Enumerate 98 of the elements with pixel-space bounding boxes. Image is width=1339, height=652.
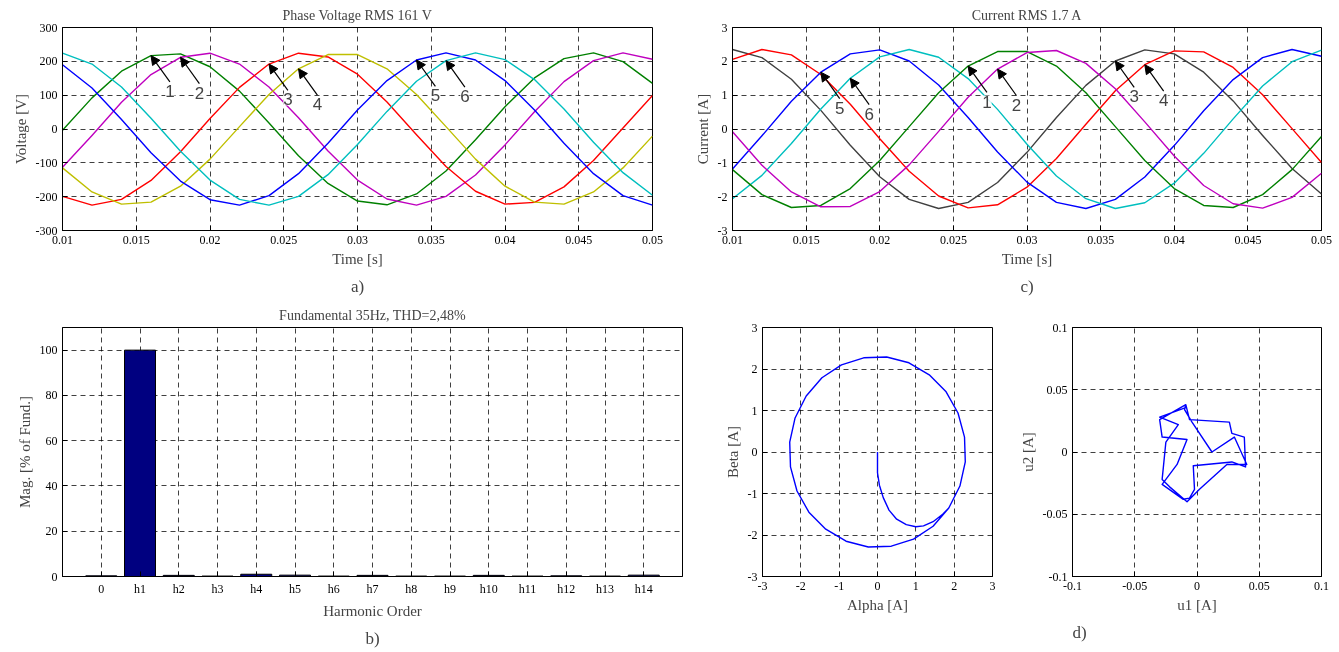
y-tick-label: -0.05 — [1042, 507, 1068, 522]
x-axis-title: u1 [A] — [1177, 596, 1217, 613]
x-tick-label: h11 — [518, 581, 537, 596]
y-tick-label: 40 — [45, 478, 58, 493]
x-axis-title: Time [s] — [332, 250, 383, 267]
x-tick-label: 0.035 — [1087, 232, 1115, 247]
x-tick-label: -2 — [795, 578, 806, 593]
y-tick-label: 3 — [751, 320, 758, 335]
x-tick-label: 3 — [989, 578, 996, 593]
chart-title: Current RMS 1.7 A — [971, 7, 1083, 23]
x-tick-label: h6 — [327, 581, 340, 596]
y-axis-title: Mag. [% of Fund.] — [16, 395, 33, 509]
x-tick-label: 0.05 — [1311, 232, 1332, 247]
text: a) — [350, 276, 365, 296]
x-tick-label: h3 — [211, 581, 224, 596]
y-tick-label: -2 — [717, 189, 728, 204]
x-tick-label: 0.05 — [1248, 578, 1270, 593]
x-tick-label: h8 — [405, 581, 418, 596]
y-tick-label: 0.05 — [1046, 382, 1068, 397]
y-tick-label: 20 — [45, 524, 58, 539]
y-tick-label: 300 — [39, 20, 58, 35]
x-tick-label: 0.1 — [1314, 578, 1329, 593]
y-tick-label: 0 — [51, 122, 58, 136]
text: b) — [365, 628, 380, 648]
x-tick-label: h12 — [557, 581, 576, 596]
x-tick-label: 0 — [98, 581, 105, 596]
y-tick-label: -1 — [717, 155, 728, 170]
x-tick-label: h13 — [596, 581, 614, 596]
x-axis-title: Alpha [A] — [846, 596, 909, 613]
y-tick-label: 0 — [1061, 445, 1068, 459]
y-tick-label: 0.1 — [1052, 320, 1068, 335]
x-tick-label: 0.03 — [1016, 232, 1038, 247]
x-tick-label: 2 — [951, 578, 958, 593]
x-tick-label: h2 — [172, 581, 185, 596]
x-tick-label: h10 — [479, 581, 498, 596]
x-tick-label: h4 — [250, 581, 263, 596]
y-tick-label: 100 — [39, 88, 58, 103]
x-tick-label: 0.015 — [792, 232, 820, 247]
annotation: 1 — [982, 92, 992, 112]
y-tick-label: 2 — [751, 362, 758, 376]
x-tick-label: 0 — [1194, 578, 1200, 593]
x-tick-label: h9 — [444, 581, 456, 596]
y-tick-label: 1 — [721, 88, 728, 103]
y-tick-label: 80 — [45, 388, 58, 403]
chart-title: Phase Voltage RMS 161 V — [282, 7, 432, 23]
x-tick-label: 0.045 — [1234, 232, 1262, 247]
annotation: 5 — [430, 86, 441, 106]
y-tick-label: 2 — [721, 54, 728, 69]
x-tick-label: 0.03 — [347, 232, 368, 247]
annotation: 5 — [834, 98, 845, 118]
y-tick-label: -100 — [35, 155, 58, 170]
y-tick-label: 1 — [751, 403, 758, 418]
y-tick-label: 0 — [721, 122, 728, 136]
x-tick-label: 0.015 — [122, 232, 150, 247]
x-tick-label: h5 — [289, 581, 301, 596]
annotation: 6 — [460, 87, 470, 107]
y-axis-title: Beta [A] — [724, 425, 741, 479]
y-axis-title: Voltage [V] — [12, 93, 29, 165]
y-axis-title: Current [A] — [694, 93, 711, 165]
x-tick-label: -0.1 — [1063, 578, 1082, 593]
text: d) — [1072, 622, 1087, 642]
x-tick-label: 0.045 — [565, 232, 593, 247]
x-tick-label: 0.04 — [494, 232, 516, 247]
x-tick-label: 0.05 — [642, 232, 663, 247]
chart-title: Fundamental 35Hz, THD=2,48% — [279, 307, 466, 323]
y-axis-title: u2 [A] — [1019, 432, 1036, 472]
y-tick-label: 0 — [751, 445, 758, 459]
x-tick-label: 0.035 — [417, 232, 445, 247]
annotation: 2 — [1011, 95, 1022, 115]
y-tick-label: -200 — [35, 189, 58, 204]
x-tick-label: 0.02 — [869, 232, 891, 247]
y-tick-label: 200 — [39, 54, 58, 69]
x-tick-label: -1 — [834, 578, 845, 593]
x-tick-label: 0.02 — [199, 232, 221, 247]
x-tick-label: 0.025 — [270, 232, 298, 247]
annotation: 4 — [1158, 91, 1169, 111]
y-tick-label: -1 — [747, 486, 758, 501]
x-tick-label: h14 — [634, 581, 653, 596]
annotation: 3 — [283, 90, 293, 110]
x-tick-label: 0.04 — [1163, 232, 1185, 247]
x-tick-label: 0 — [874, 578, 881, 593]
annotation: 2 — [194, 83, 205, 103]
x-axis-title: Harmonic Order — [323, 602, 422, 619]
annotation: 3 — [1129, 87, 1139, 107]
annotation: 6 — [864, 104, 874, 124]
x-tick-label: h1 — [134, 581, 146, 596]
annotation: 1 — [165, 82, 175, 102]
y-tick-label: 3 — [721, 20, 728, 35]
x-tick-label: h7 — [366, 581, 379, 596]
y-tick-label: 100 — [39, 343, 58, 358]
x-tick-label: 1 — [912, 578, 919, 593]
annotation: 4 — [312, 95, 323, 115]
x-axis-title: Time [s] — [1001, 250, 1053, 267]
text: c) — [1020, 276, 1034, 296]
y-tick-label: 60 — [45, 433, 58, 448]
y-tick-label: -2 — [747, 528, 758, 542]
x-tick-label: 0.025 — [939, 232, 967, 247]
x-tick-label: -0.05 — [1122, 578, 1148, 593]
